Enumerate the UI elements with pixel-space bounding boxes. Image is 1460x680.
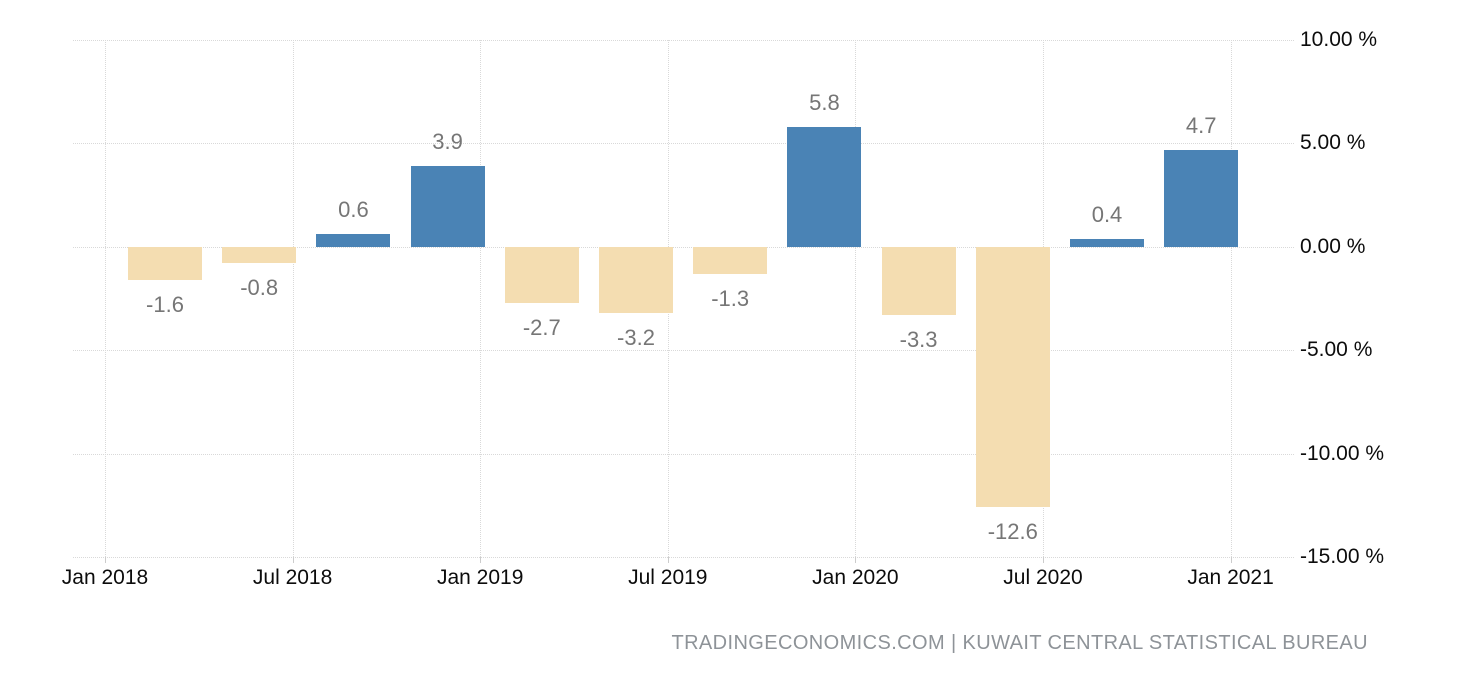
y-axis-label: -10.00 % — [1300, 441, 1385, 465]
bar[interactable] — [787, 126, 862, 247]
y-axis-label: -5.00 % — [1300, 338, 1373, 362]
x-axis-tick — [855, 557, 857, 563]
bar[interactable] — [975, 246, 1050, 508]
bar[interactable] — [410, 166, 485, 247]
bar-value-label: -3.3 — [899, 327, 938, 353]
bar-value-label: 0.4 — [1091, 201, 1123, 227]
vgrid-line — [480, 40, 482, 557]
vgrid-line — [1230, 40, 1232, 557]
hgrid-line — [73, 143, 1294, 145]
bar-value-label: 3.9 — [432, 129, 463, 155]
y-axis-label: 5.00 % — [1300, 131, 1366, 155]
bar[interactable] — [504, 246, 579, 303]
vgrid-line — [855, 40, 857, 557]
bar[interactable] — [693, 246, 768, 274]
bar[interactable] — [1164, 149, 1239, 247]
bar[interactable] — [128, 246, 202, 280]
bar-value-label: 4.7 — [1185, 112, 1217, 138]
bar-value-label: -0.8 — [240, 275, 279, 301]
bar-value-label: -1.6 — [146, 291, 184, 317]
bar-value-label: -3.2 — [617, 324, 655, 350]
bar-value-label: -12.6 — [987, 519, 1038, 545]
y-axis-label: 0.00 % — [1300, 234, 1366, 258]
x-axis-label: Jul 2018 — [252, 566, 333, 589]
hgrid-line — [73, 557, 1294, 558]
y-axis-label: 10.00 % — [1300, 28, 1378, 51]
bar[interactable] — [599, 246, 673, 313]
hgrid-line — [73, 453, 1294, 455]
x-axis-tick — [1043, 557, 1044, 563]
x-axis-tick — [667, 557, 669, 563]
x-axis-tick — [105, 557, 106, 563]
bar[interactable] — [316, 234, 391, 247]
x-axis-tick — [1230, 557, 1232, 563]
bar-value-label: 0.6 — [338, 197, 369, 223]
x-axis-label: Jan 2019 — [436, 566, 524, 589]
x-axis-tick — [480, 557, 482, 563]
bar[interactable] — [1070, 238, 1144, 247]
hgrid-line — [73, 40, 1294, 41]
x-axis-label: Jan 2021 — [1187, 566, 1274, 589]
bar-value-label: 5.8 — [809, 89, 840, 115]
y-axis-label: -15.00 % — [1300, 545, 1385, 568]
vgrid-line — [105, 40, 106, 557]
x-axis-label: Jul 2019 — [628, 566, 708, 589]
bar[interactable] — [881, 246, 956, 316]
x-axis-label: Jul 2020 — [1003, 566, 1083, 589]
bar[interactable] — [222, 246, 297, 264]
hgrid-line — [73, 350, 1294, 352]
bar-value-label: -1.3 — [711, 285, 750, 311]
x-axis-label: Jan 2020 — [812, 566, 899, 589]
x-axis-tick — [292, 557, 294, 563]
chart-attribution: TRADINGECONOMICS.COM | KUWAIT CENTRAL ST… — [671, 632, 1368, 654]
bar-value-label: -2.7 — [522, 314, 561, 340]
x-axis-label: Jan 2018 — [61, 566, 149, 589]
vgrid-line — [292, 40, 294, 557]
hgrid-line — [73, 246, 1294, 248]
